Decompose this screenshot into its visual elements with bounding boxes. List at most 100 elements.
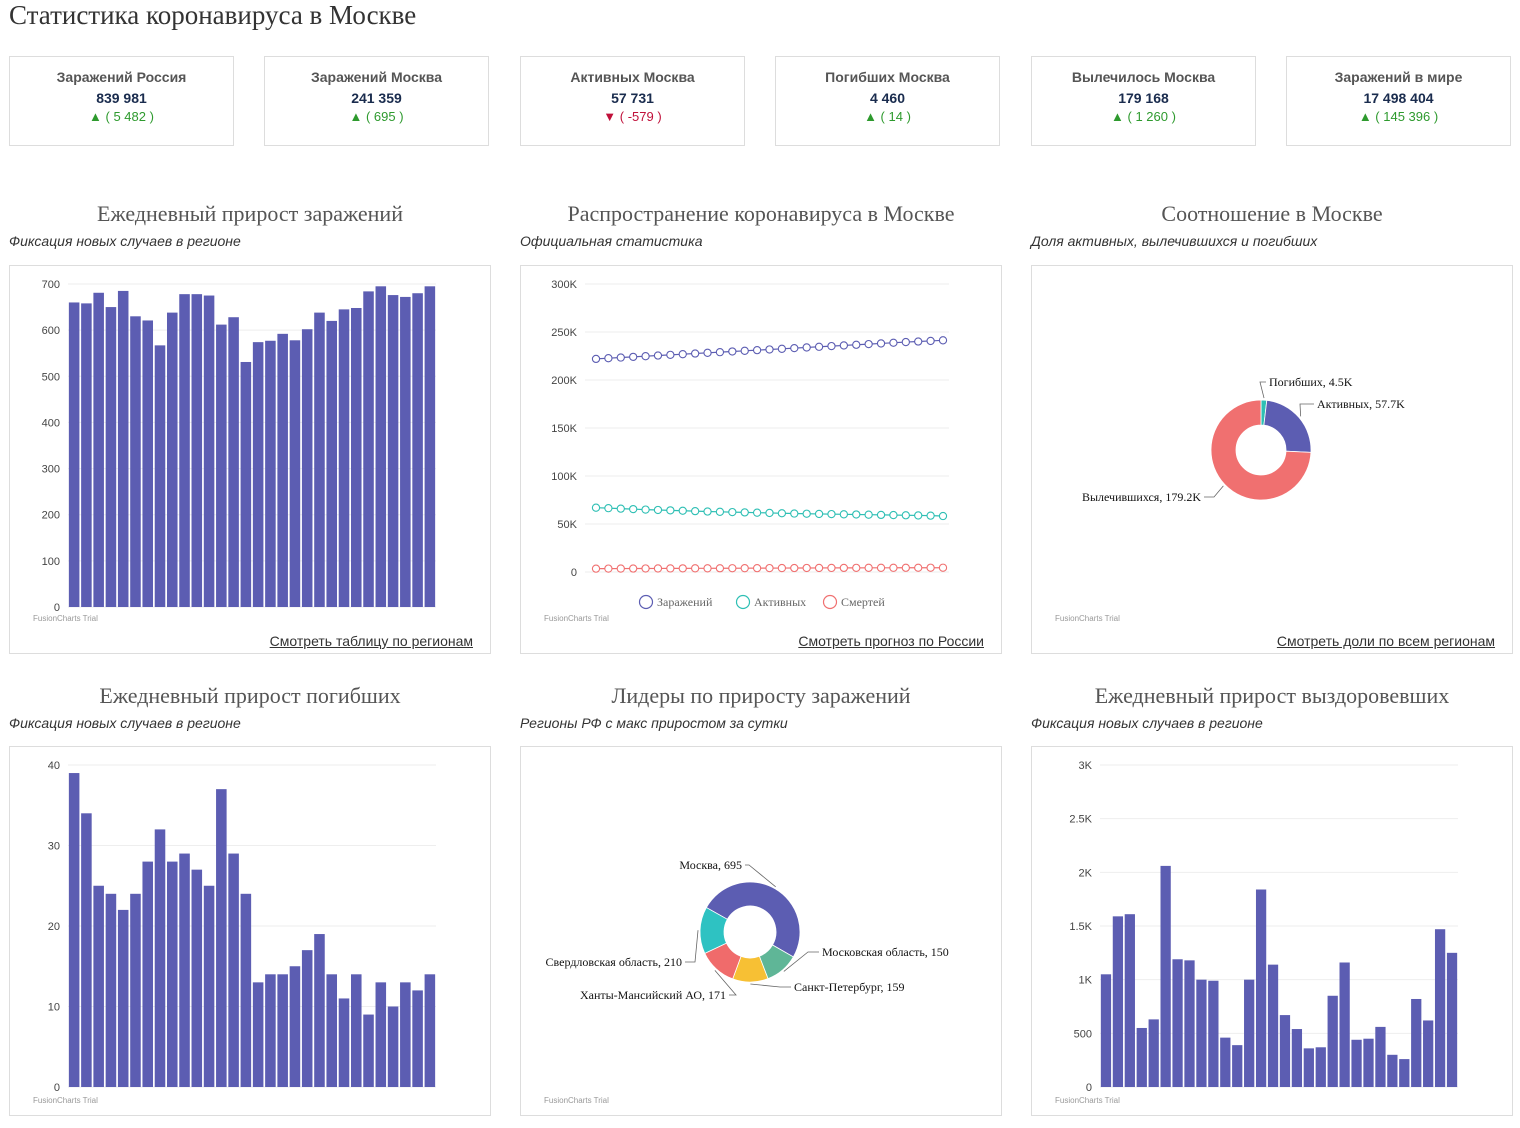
data-point — [740, 346, 749, 355]
stat-label: Заражений в мире — [1334, 69, 1463, 85]
stat-delta: ▲ ( 14 ) — [864, 109, 911, 124]
bar — [387, 295, 399, 607]
bar — [1244, 979, 1255, 1087]
pie-slice — [1263, 399, 1312, 453]
chart-ratio: Погибших, 4.5K Активных, 57.7K Вылечившихс… — [1031, 265, 1513, 654]
data-point — [616, 504, 625, 513]
stat-label: Заражений Россия — [56, 69, 187, 85]
bar — [105, 893, 117, 1087]
data-point — [827, 509, 836, 519]
data-point — [876, 510, 886, 520]
data-point — [864, 563, 873, 572]
data-point — [752, 508, 762, 517]
bar — [1291, 1029, 1303, 1087]
trial-watermark: FusionCharts Trial — [33, 614, 98, 623]
bar — [166, 861, 178, 1087]
data-point — [629, 352, 638, 362]
daily-infections-bar-chart: 0 100 200 300 400 500 600 700 — [42, 279, 436, 614]
data-point — [666, 506, 675, 515]
data-point — [889, 338, 898, 347]
y-tick-label: 10 — [48, 1002, 60, 1014]
stat-card-moscow-deaths: Погибших Москва 4 460 ▲ ( 14 ) — [775, 56, 1000, 146]
data-point — [814, 563, 824, 573]
bar — [1434, 929, 1446, 1087]
data-point — [938, 336, 948, 345]
pie-slice — [705, 881, 801, 958]
bar — [252, 342, 264, 607]
data-point — [765, 345, 774, 354]
data-point — [715, 507, 725, 516]
bar — [93, 292, 104, 607]
chart-subtitle-leaders: Регионы РФ с макс приростом за сутки — [520, 715, 788, 731]
data-point — [926, 511, 935, 520]
legend-label: Заражений — [657, 595, 713, 609]
stat-value: 241 359 — [351, 90, 402, 106]
data-point — [678, 506, 687, 515]
data-point — [666, 564, 675, 573]
daily-recovered-bar-chart: 0 500 1K 1.5K 2K 2.5K 3K — [1069, 760, 1458, 1094]
data-point — [839, 341, 849, 350]
bar — [1148, 1019, 1159, 1087]
bar — [191, 294, 203, 607]
legend-marker — [822, 594, 838, 610]
bar — [375, 982, 387, 1087]
slice-label: Вылечившихся, 179.2K — [1082, 490, 1201, 504]
bar — [326, 320, 338, 607]
data-point — [876, 339, 886, 348]
data-point — [641, 352, 650, 361]
bar — [1399, 1059, 1410, 1087]
data-point — [703, 507, 712, 516]
label-leader-line — [714, 970, 737, 996]
label-leader-line — [685, 930, 699, 963]
data-point — [790, 509, 799, 518]
data-point — [827, 563, 836, 573]
data-point — [666, 350, 675, 359]
page-title: Статистика коронавируса в Москве — [9, 0, 417, 30]
bar — [424, 286, 436, 607]
data-point — [604, 504, 613, 513]
data-point — [616, 353, 625, 362]
data-point — [616, 564, 625, 573]
chart-title-daily-infections: Ежедневный прирост заражений — [97, 201, 403, 226]
bar — [363, 291, 374, 607]
chart-title-spread: Распространение коронавируса в Москве — [567, 201, 955, 226]
y-tick-label: 500 — [42, 371, 60, 383]
y-tick-label: 40 — [48, 760, 60, 772]
spread-line-chart: 0 50K 100K 150K 200K 250K 300K Заражений Активны… — [551, 279, 949, 610]
y-tick-label: 200 — [42, 510, 60, 522]
stat-delta: ▲ ( 5 482 ) — [89, 109, 154, 124]
data-point — [864, 510, 873, 519]
data-point — [827, 341, 836, 351]
daily-deaths-bar-chart: 0 10 20 30 40 — [48, 760, 436, 1094]
stat-card-world-infected: Заражений в мире 17 498 404 ▲ ( 145 396 … — [1286, 56, 1511, 146]
data-point — [802, 563, 811, 573]
bar — [289, 340, 301, 607]
stat-delta: ▲ ( 1 260 ) — [1111, 109, 1176, 124]
bar — [142, 861, 154, 1087]
bar — [1267, 964, 1279, 1087]
y-tick-label: 50K — [557, 519, 577, 531]
stat-card-moscow-active: Активных Москва 57 731 ▼ ( -579 ) — [520, 56, 745, 146]
bar — [216, 789, 227, 1087]
link-all-regions-shares[interactable]: Смотреть доли по всем регионам — [1276, 633, 1495, 649]
link-russia-forecast[interactable]: Смотреть прогноз по России — [798, 633, 984, 649]
bar — [289, 966, 301, 1087]
link-regions-table[interactable]: Смотреть таблицу по регионам — [269, 633, 473, 649]
bar — [81, 813, 92, 1087]
data-point — [703, 564, 712, 573]
bar — [326, 974, 338, 1087]
bar — [277, 333, 288, 607]
y-tick-label: 400 — [42, 417, 60, 429]
legend-item: Активных — [735, 594, 806, 610]
data-point — [591, 354, 601, 364]
stat-value: 57 731 — [611, 90, 654, 106]
y-tick-label: 100 — [42, 556, 60, 568]
data-point — [752, 345, 762, 355]
slice-label: Свердловская область, 210 — [546, 955, 682, 969]
data-point — [728, 507, 737, 517]
bar — [1351, 1039, 1362, 1087]
bar — [1446, 952, 1458, 1087]
data-point — [938, 511, 948, 521]
bar — [1184, 960, 1195, 1087]
data-point — [901, 511, 910, 520]
